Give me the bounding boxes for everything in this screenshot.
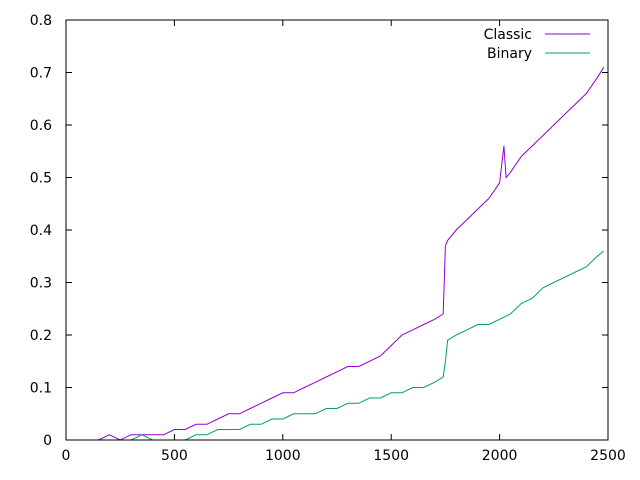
y-tick-label: 0	[43, 433, 52, 449]
y-tick-label: 0.5	[30, 171, 52, 187]
series-lines	[87, 67, 605, 441]
axis-ticks: 0 500 1000 1500 2000 2500 0 0.1 0.2 0.3 0.4 0.5 0.6 0…	[30, 13, 626, 464]
series-line-binary	[87, 250, 605, 441]
legend-label-binary: Binary	[487, 46, 532, 62]
y-tick-label: 0.1	[30, 381, 52, 397]
y-tick-label: 0.4	[30, 223, 52, 239]
y-tick-label: 0.6	[30, 118, 52, 134]
x-tick-label: 1000	[265, 448, 301, 464]
x-tick-label: 2500	[590, 448, 626, 464]
x-tick-label: 0	[62, 448, 71, 464]
y-tick-label: 0.2	[30, 328, 52, 344]
y-tick-label: 0.3	[30, 276, 52, 292]
x-tick-label: 2000	[482, 448, 518, 464]
plot-frame	[65, 19, 609, 441]
x-tick-label: 500	[161, 448, 188, 464]
series-line-classic	[87, 67, 605, 441]
y-tick-label: 0.7	[30, 66, 52, 82]
legend: Classic Binary	[484, 27, 590, 62]
legend-label-classic: Classic	[484, 27, 532, 43]
x-tick-label: 1500	[373, 448, 409, 464]
y-tick-label: 0.8	[30, 13, 52, 29]
